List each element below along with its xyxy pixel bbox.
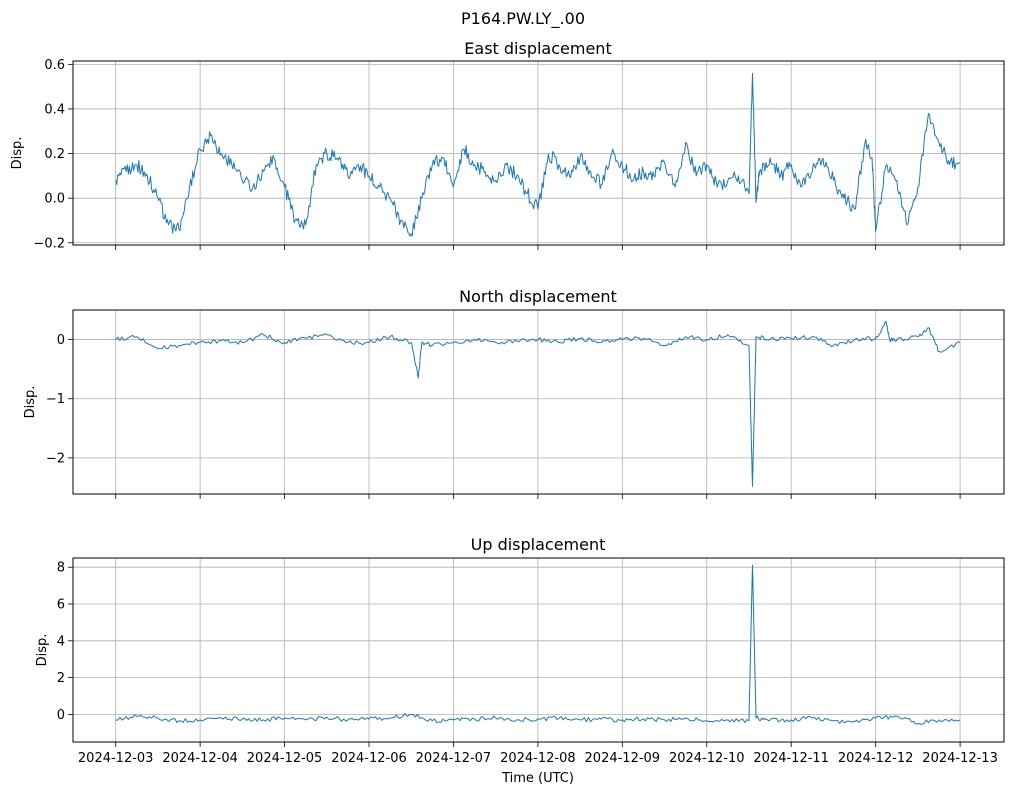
north-ytick-label: −2: [46, 451, 65, 466]
north-title: North displacement: [459, 287, 617, 306]
north-ytick-label: 0: [57, 333, 65, 348]
up-xtick-label: 2024-12-09: [585, 751, 661, 766]
east-title: East displacement: [464, 39, 611, 58]
up-title: Up displacement: [471, 535, 606, 554]
east-ylabel: Disp.: [10, 137, 25, 170]
panel-east: −0.2 0.0 0.2 0.4 0.6 East displacement Disp.: [10, 39, 1005, 251]
up-xtick-label: 2024-12-10: [669, 751, 745, 766]
up-series: [115, 564, 961, 725]
east-ytick-label: 0.2: [44, 147, 65, 162]
x-axis-label: Time (UTC): [501, 771, 574, 786]
up-xtick-label: 2024-12-05: [247, 751, 323, 766]
up-ytick-label: 4: [57, 634, 65, 649]
north-series-line: [115, 321, 961, 487]
up-xtick-label: 2024-12-03: [78, 751, 154, 766]
north-yticks: −2 −1 0: [46, 333, 73, 466]
east-plot-frame: [72, 60, 1005, 246]
up-yticks: 0 2 4 6 8: [57, 561, 73, 723]
up-ytick-label: 0: [57, 708, 65, 723]
up-xtick-label: 2024-12-12: [838, 751, 914, 766]
east-ytick-label: −0.2: [33, 236, 65, 251]
north-series: [115, 321, 961, 487]
up-ylabel: Disp.: [35, 634, 50, 667]
east-series: [115, 72, 961, 237]
east-ytick-label: 0.0: [44, 192, 65, 207]
up-ytick-label: 8: [57, 561, 65, 576]
up-xtick-label: 2024-12-08: [500, 751, 576, 766]
up-xtick-label: 2024-12-07: [416, 751, 492, 766]
east-yticks: −0.2 0.0 0.2 0.4 0.6: [33, 58, 73, 251]
panel-up: 2024-12-03 2024-12-04 2024-12-05 2024-12-06…: [35, 535, 1005, 766]
figure-suptitle: P164.PW.LY_.00: [461, 9, 585, 29]
up-xtick-label: 2024-12-06: [331, 751, 407, 766]
north-ytick-label: −1: [46, 392, 65, 407]
up-xtick-label: 2024-12-11: [753, 751, 829, 766]
up-ytick-label: 2: [57, 671, 65, 686]
north-xticks: [115, 494, 961, 499]
up-series-line: [115, 564, 961, 725]
up-plot-frame: [72, 557, 1005, 743]
east-xticks: [115, 245, 961, 250]
north-ylabel: Disp.: [23, 386, 38, 419]
up-xtick-label: 2024-12-13: [922, 751, 998, 766]
north-plot-frame: [72, 309, 1005, 495]
up-xtick-label: 2024-12-04: [162, 751, 238, 766]
panel-north: −2 −1 0 North displacement Disp.: [23, 287, 1005, 499]
east-series-line: [115, 72, 961, 237]
east-ytick-label: 0.6: [44, 58, 65, 73]
up-xticks: 2024-12-03 2024-12-04 2024-12-05 2024-12-06…: [78, 742, 998, 766]
up-ytick-label: 6: [57, 598, 65, 613]
east-ytick-label: 0.4: [44, 102, 65, 117]
up-grid: [73, 558, 1004, 742]
